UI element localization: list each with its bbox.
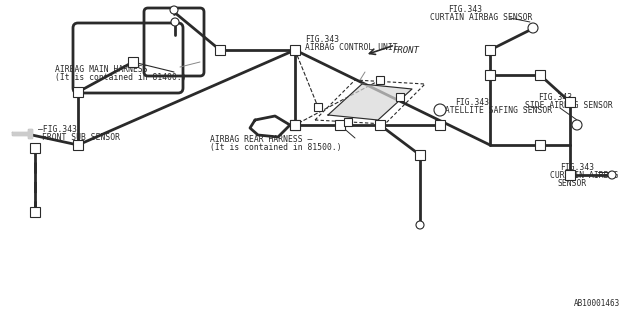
Text: FRONT SUB SENSOR: FRONT SUB SENSOR xyxy=(42,133,120,142)
Polygon shape xyxy=(535,70,545,80)
Polygon shape xyxy=(328,84,412,120)
Polygon shape xyxy=(215,45,225,55)
Text: CURTAIN AIRBAG: CURTAIN AIRBAG xyxy=(550,171,618,180)
Polygon shape xyxy=(485,70,495,80)
Text: FIG.343: FIG.343 xyxy=(448,5,482,14)
Circle shape xyxy=(608,171,616,179)
Polygon shape xyxy=(415,150,425,160)
Text: CURTAIN AIRBAG SENSOR: CURTAIN AIRBAG SENSOR xyxy=(430,13,532,22)
Polygon shape xyxy=(335,120,345,130)
Polygon shape xyxy=(30,207,40,217)
Polygon shape xyxy=(290,120,300,130)
Circle shape xyxy=(572,120,582,130)
Polygon shape xyxy=(535,140,545,150)
Circle shape xyxy=(170,6,178,14)
Polygon shape xyxy=(485,45,495,55)
Polygon shape xyxy=(290,120,300,130)
Polygon shape xyxy=(396,93,404,101)
Polygon shape xyxy=(565,97,575,107)
Text: FIG.343: FIG.343 xyxy=(455,98,489,107)
Polygon shape xyxy=(375,120,385,130)
Text: SIDE AIRBAG SENSOR: SIDE AIRBAG SENSOR xyxy=(525,101,612,110)
Polygon shape xyxy=(344,118,352,126)
Circle shape xyxy=(434,104,446,116)
Polygon shape xyxy=(435,120,445,130)
Polygon shape xyxy=(30,143,40,153)
Text: SENSOR: SENSOR xyxy=(557,179,586,188)
Polygon shape xyxy=(73,140,83,150)
Circle shape xyxy=(416,221,424,229)
Text: (It is contained in 81400.): (It is contained in 81400.) xyxy=(55,73,187,82)
Polygon shape xyxy=(565,170,575,180)
Text: AIRBAG REAR HARNESS —: AIRBAG REAR HARNESS — xyxy=(210,135,312,144)
Text: FRONT: FRONT xyxy=(393,45,420,54)
Polygon shape xyxy=(290,45,300,55)
Text: FIG.343: FIG.343 xyxy=(538,93,572,102)
Text: (It is contained in 81500.): (It is contained in 81500.) xyxy=(210,143,342,152)
Circle shape xyxy=(528,23,538,33)
Circle shape xyxy=(171,18,179,26)
Text: FIG.343: FIG.343 xyxy=(560,163,594,172)
Text: —FIG.343: —FIG.343 xyxy=(38,125,77,134)
Polygon shape xyxy=(73,87,83,97)
Text: SATELLITE SAFING SENSOR: SATELLITE SAFING SENSOR xyxy=(440,106,552,115)
Polygon shape xyxy=(376,76,384,84)
Text: AB10001463: AB10001463 xyxy=(573,299,620,308)
Polygon shape xyxy=(128,57,138,67)
Text: AIRBAG MAIN HARNESS: AIRBAG MAIN HARNESS xyxy=(55,65,148,74)
Polygon shape xyxy=(314,103,322,111)
Text: FIG.343: FIG.343 xyxy=(305,35,339,44)
Polygon shape xyxy=(12,129,32,138)
Text: AIRBAG CONTROL UNIT: AIRBAG CONTROL UNIT xyxy=(305,43,397,52)
